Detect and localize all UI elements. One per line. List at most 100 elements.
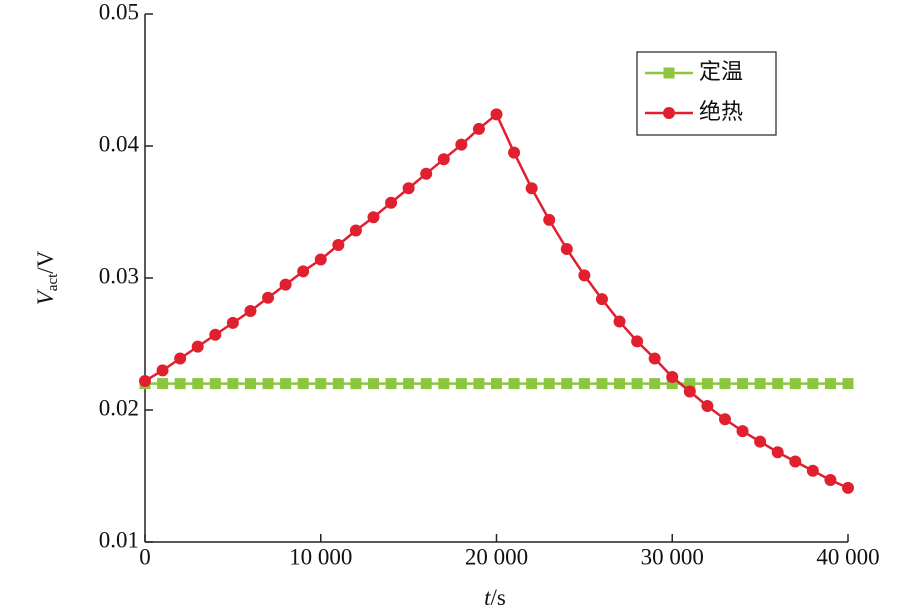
- data-point: [209, 378, 221, 390]
- data-point: [473, 378, 485, 390]
- data-point: [543, 378, 555, 390]
- y-tick-label: 0.02: [99, 395, 139, 420]
- data-point: [297, 265, 310, 278]
- y-label-subscript: act: [45, 273, 61, 291]
- data-point: [648, 352, 661, 365]
- data-point: [350, 378, 362, 390]
- data-point: [157, 378, 169, 390]
- data-point: [719, 378, 731, 390]
- data-point: [683, 385, 696, 398]
- data-point: [455, 138, 468, 151]
- y-tick-label: 0.05: [99, 0, 139, 24]
- data-point: [367, 378, 379, 390]
- x-tick-label: 20 000: [465, 544, 528, 569]
- y-tick-label: 0.04: [99, 131, 140, 156]
- data-point: [807, 378, 819, 390]
- data-point: [596, 378, 608, 390]
- data-point: [789, 378, 801, 390]
- data-point: [754, 435, 767, 448]
- data-point: [578, 378, 590, 390]
- data-point: [227, 378, 239, 390]
- data-point: [139, 374, 151, 387]
- data-point: [772, 378, 784, 390]
- data-point: [684, 378, 696, 390]
- data-point: [226, 316, 239, 329]
- data-point: [192, 378, 204, 390]
- data-point: [701, 400, 714, 413]
- legend-marker: [663, 107, 675, 119]
- data-point: [156, 364, 169, 377]
- data-point: [385, 196, 398, 209]
- y-tick-label: 0.03: [99, 263, 139, 288]
- y-tick-label: 0.01: [99, 527, 139, 552]
- data-point: [666, 371, 679, 383]
- data-point: [367, 211, 380, 224]
- data-point: [420, 378, 432, 390]
- data-point: [332, 378, 344, 390]
- data-point: [508, 378, 520, 390]
- data-point: [649, 378, 661, 390]
- data-point: [244, 305, 257, 317]
- data-point: [438, 378, 450, 390]
- data-point: [508, 146, 521, 159]
- data-point: [806, 464, 819, 477]
- data-point: [560, 242, 573, 255]
- data-point: [718, 413, 731, 426]
- data-point: [385, 378, 397, 390]
- legend-box: [636, 51, 777, 136]
- x-tick-label: 40 000: [816, 544, 879, 569]
- data-point: [543, 213, 556, 226]
- data-point: [736, 425, 749, 438]
- data-point: [491, 378, 502, 390]
- data-point: [490, 108, 503, 121]
- data-point: [754, 378, 766, 390]
- data-point: [613, 315, 626, 328]
- data-point: [174, 352, 187, 365]
- data-point: [472, 122, 485, 135]
- data-point: [403, 378, 415, 390]
- data-point: [174, 378, 186, 390]
- data-point: [631, 335, 644, 348]
- data-point: [631, 378, 643, 390]
- data-point: [280, 378, 292, 390]
- data-point: [349, 224, 362, 237]
- data-point: [402, 182, 415, 195]
- data-point: [525, 182, 538, 195]
- data-point: [842, 481, 854, 494]
- legend-label: 绝热: [699, 100, 743, 125]
- y-axis-label: Vact/V: [33, 250, 61, 305]
- data-point: [842, 378, 854, 390]
- data-point: [437, 153, 450, 166]
- data-point: [297, 378, 309, 390]
- data-point: [701, 378, 713, 390]
- x-tick-label: 30 000: [641, 544, 704, 569]
- data-point: [420, 167, 433, 180]
- data-point: [561, 378, 573, 390]
- data-point: [191, 340, 204, 353]
- data-point: [737, 378, 749, 390]
- data-point: [595, 293, 608, 306]
- y-label-unit: /V: [33, 250, 58, 273]
- data-point: [262, 378, 274, 390]
- y-label-symbol: V: [33, 288, 58, 305]
- data-point: [262, 291, 275, 304]
- x-label-unit: /s: [491, 585, 506, 610]
- data-point: [578, 269, 591, 282]
- data-point: [824, 378, 836, 390]
- data-point: [332, 239, 345, 251]
- x-tick-label: 0: [139, 544, 151, 569]
- x-axis-label: t/s: [484, 585, 506, 610]
- x-tick-label: 10 000: [289, 544, 352, 569]
- legend-marker: [663, 67, 675, 79]
- data-point: [771, 446, 784, 459]
- data-point: [824, 473, 837, 486]
- data-point: [314, 253, 327, 266]
- data-point: [789, 455, 802, 468]
- data-point: [526, 378, 538, 390]
- data-point: [614, 378, 626, 390]
- data-point: [244, 378, 256, 390]
- data-point: [209, 328, 222, 341]
- data-point: [455, 378, 467, 390]
- data-point: [666, 378, 678, 390]
